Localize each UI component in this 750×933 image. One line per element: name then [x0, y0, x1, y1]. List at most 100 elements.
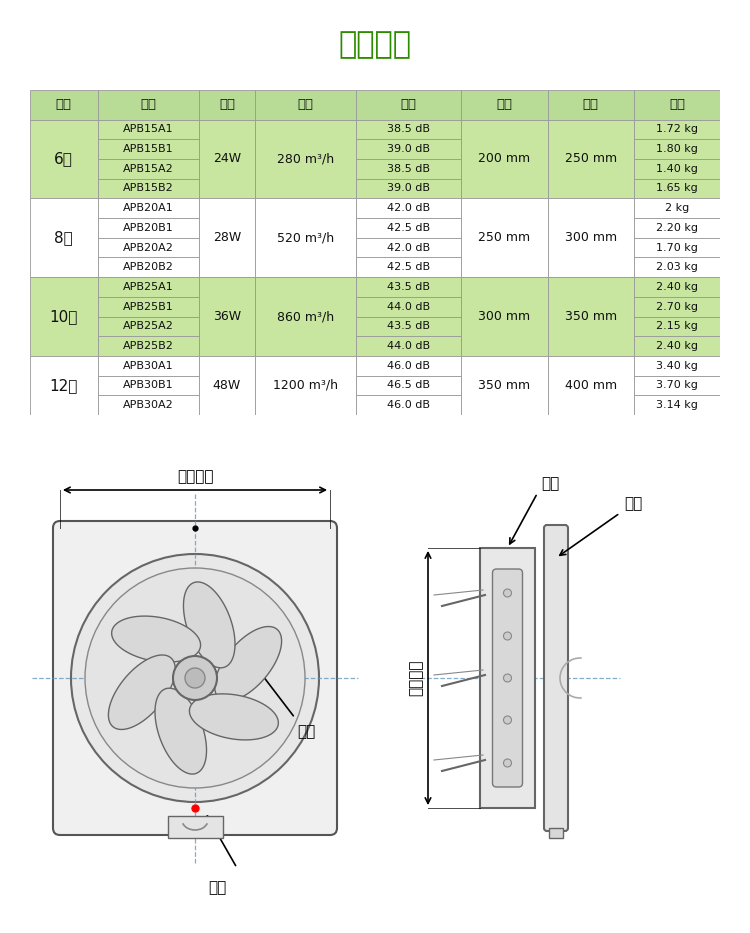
Bar	[30, 355, 98, 415]
Bar	[98, 218, 199, 238]
Bar	[98, 355, 199, 376]
Text: 前盖: 前盖	[208, 880, 226, 895]
Polygon shape	[184, 582, 235, 668]
Text: APB30A2: APB30A2	[123, 400, 173, 411]
Bar	[30, 199, 98, 277]
Bar	[199, 277, 255, 355]
Text: 面板: 面板	[624, 496, 642, 511]
Bar	[356, 277, 461, 297]
Bar	[167, 816, 223, 838]
Circle shape	[503, 674, 512, 682]
Bar	[98, 297, 199, 316]
Bar	[199, 90, 255, 119]
Text: 48W: 48W	[213, 379, 241, 392]
Text: 风叶: 风叶	[297, 724, 315, 739]
Bar	[461, 199, 548, 277]
Text: 10寸: 10寸	[50, 309, 78, 324]
Text: 24W: 24W	[213, 152, 241, 165]
Bar	[634, 277, 720, 297]
Text: 风量: 风量	[298, 98, 314, 111]
Text: 1.40 kg: 1.40 kg	[656, 164, 698, 174]
Text: 面板尺寸: 面板尺寸	[177, 469, 213, 484]
Polygon shape	[190, 694, 278, 740]
Bar	[634, 297, 720, 316]
Bar	[30, 90, 98, 119]
Text: 46.5 dB: 46.5 dB	[387, 381, 430, 390]
Bar	[30, 119, 98, 199]
Text: 架体: 架体	[542, 476, 560, 491]
Text: 42.0 dB: 42.0 dB	[387, 203, 430, 213]
Text: APB20A1: APB20A1	[123, 203, 173, 213]
Bar	[356, 297, 461, 316]
Text: 面板: 面板	[583, 98, 598, 111]
Bar	[356, 139, 461, 159]
Bar	[634, 258, 720, 277]
Text: 39.0 dB: 39.0 dB	[387, 144, 430, 154]
Bar	[356, 238, 461, 258]
Bar	[356, 199, 461, 218]
Text: 功率: 功率	[219, 98, 235, 111]
Text: 2.70 kg: 2.70 kg	[656, 301, 698, 312]
Text: 规格: 规格	[56, 98, 72, 111]
Text: APB15A1: APB15A1	[123, 124, 173, 134]
Text: APB30A1: APB30A1	[123, 361, 173, 370]
Circle shape	[503, 759, 512, 767]
Text: APB15B1: APB15B1	[123, 144, 173, 154]
Bar	[461, 90, 548, 119]
Text: 520 m³/h: 520 m³/h	[277, 231, 334, 244]
Text: 1200 m³/h: 1200 m³/h	[273, 379, 338, 392]
Bar	[255, 277, 356, 355]
Text: 6寸: 6寸	[54, 151, 74, 166]
Bar	[480, 548, 535, 808]
Text: 400 mm: 400 mm	[565, 379, 616, 392]
Text: 36W: 36W	[213, 310, 241, 323]
Text: APB25A2: APB25A2	[123, 321, 173, 331]
Bar	[98, 159, 199, 178]
Bar	[30, 277, 98, 355]
Bar	[356, 258, 461, 277]
Text: 技术参数: 技术参数	[338, 30, 412, 59]
Bar	[548, 199, 634, 277]
Bar	[356, 355, 461, 376]
Circle shape	[185, 668, 205, 688]
Bar	[98, 178, 199, 199]
Text: APB25B1: APB25B1	[123, 301, 173, 312]
FancyBboxPatch shape	[493, 569, 523, 787]
Bar	[255, 199, 356, 277]
Text: 2.40 kg: 2.40 kg	[656, 341, 698, 351]
Bar	[98, 316, 199, 336]
Bar	[634, 396, 720, 415]
Text: 2.03 kg: 2.03 kg	[656, 262, 698, 272]
Text: 2.40 kg: 2.40 kg	[656, 282, 698, 292]
Bar	[356, 178, 461, 199]
Text: 43.5 dB: 43.5 dB	[387, 321, 430, 331]
Bar	[634, 119, 720, 139]
Text: 38.5 dB: 38.5 dB	[387, 164, 430, 174]
Text: 42.5 dB: 42.5 dB	[387, 223, 430, 233]
Bar	[98, 139, 199, 159]
Text: 2.15 kg: 2.15 kg	[656, 321, 698, 331]
Text: APB20B2: APB20B2	[123, 262, 173, 272]
Bar	[634, 336, 720, 355]
Bar	[98, 90, 199, 119]
Text: 44.0 dB: 44.0 dB	[387, 341, 430, 351]
Bar	[634, 90, 720, 119]
Bar	[356, 316, 461, 336]
Bar	[199, 119, 255, 199]
Text: 1.80 kg: 1.80 kg	[656, 144, 698, 154]
Text: 44.0 dB: 44.0 dB	[387, 301, 430, 312]
Polygon shape	[109, 655, 176, 730]
Text: 28W: 28W	[213, 231, 241, 244]
Bar	[461, 355, 548, 415]
Bar	[255, 119, 356, 199]
Bar	[461, 119, 548, 199]
Bar	[634, 159, 720, 178]
Text: APB20B1: APB20B1	[123, 223, 173, 233]
Circle shape	[503, 632, 512, 640]
Text: 42.0 dB: 42.0 dB	[387, 243, 430, 253]
Text: 200 mm: 200 mm	[478, 152, 530, 165]
Text: 250 mm: 250 mm	[478, 231, 530, 244]
Bar	[634, 376, 720, 396]
Bar	[548, 355, 634, 415]
Text: 净重: 净重	[669, 98, 685, 111]
